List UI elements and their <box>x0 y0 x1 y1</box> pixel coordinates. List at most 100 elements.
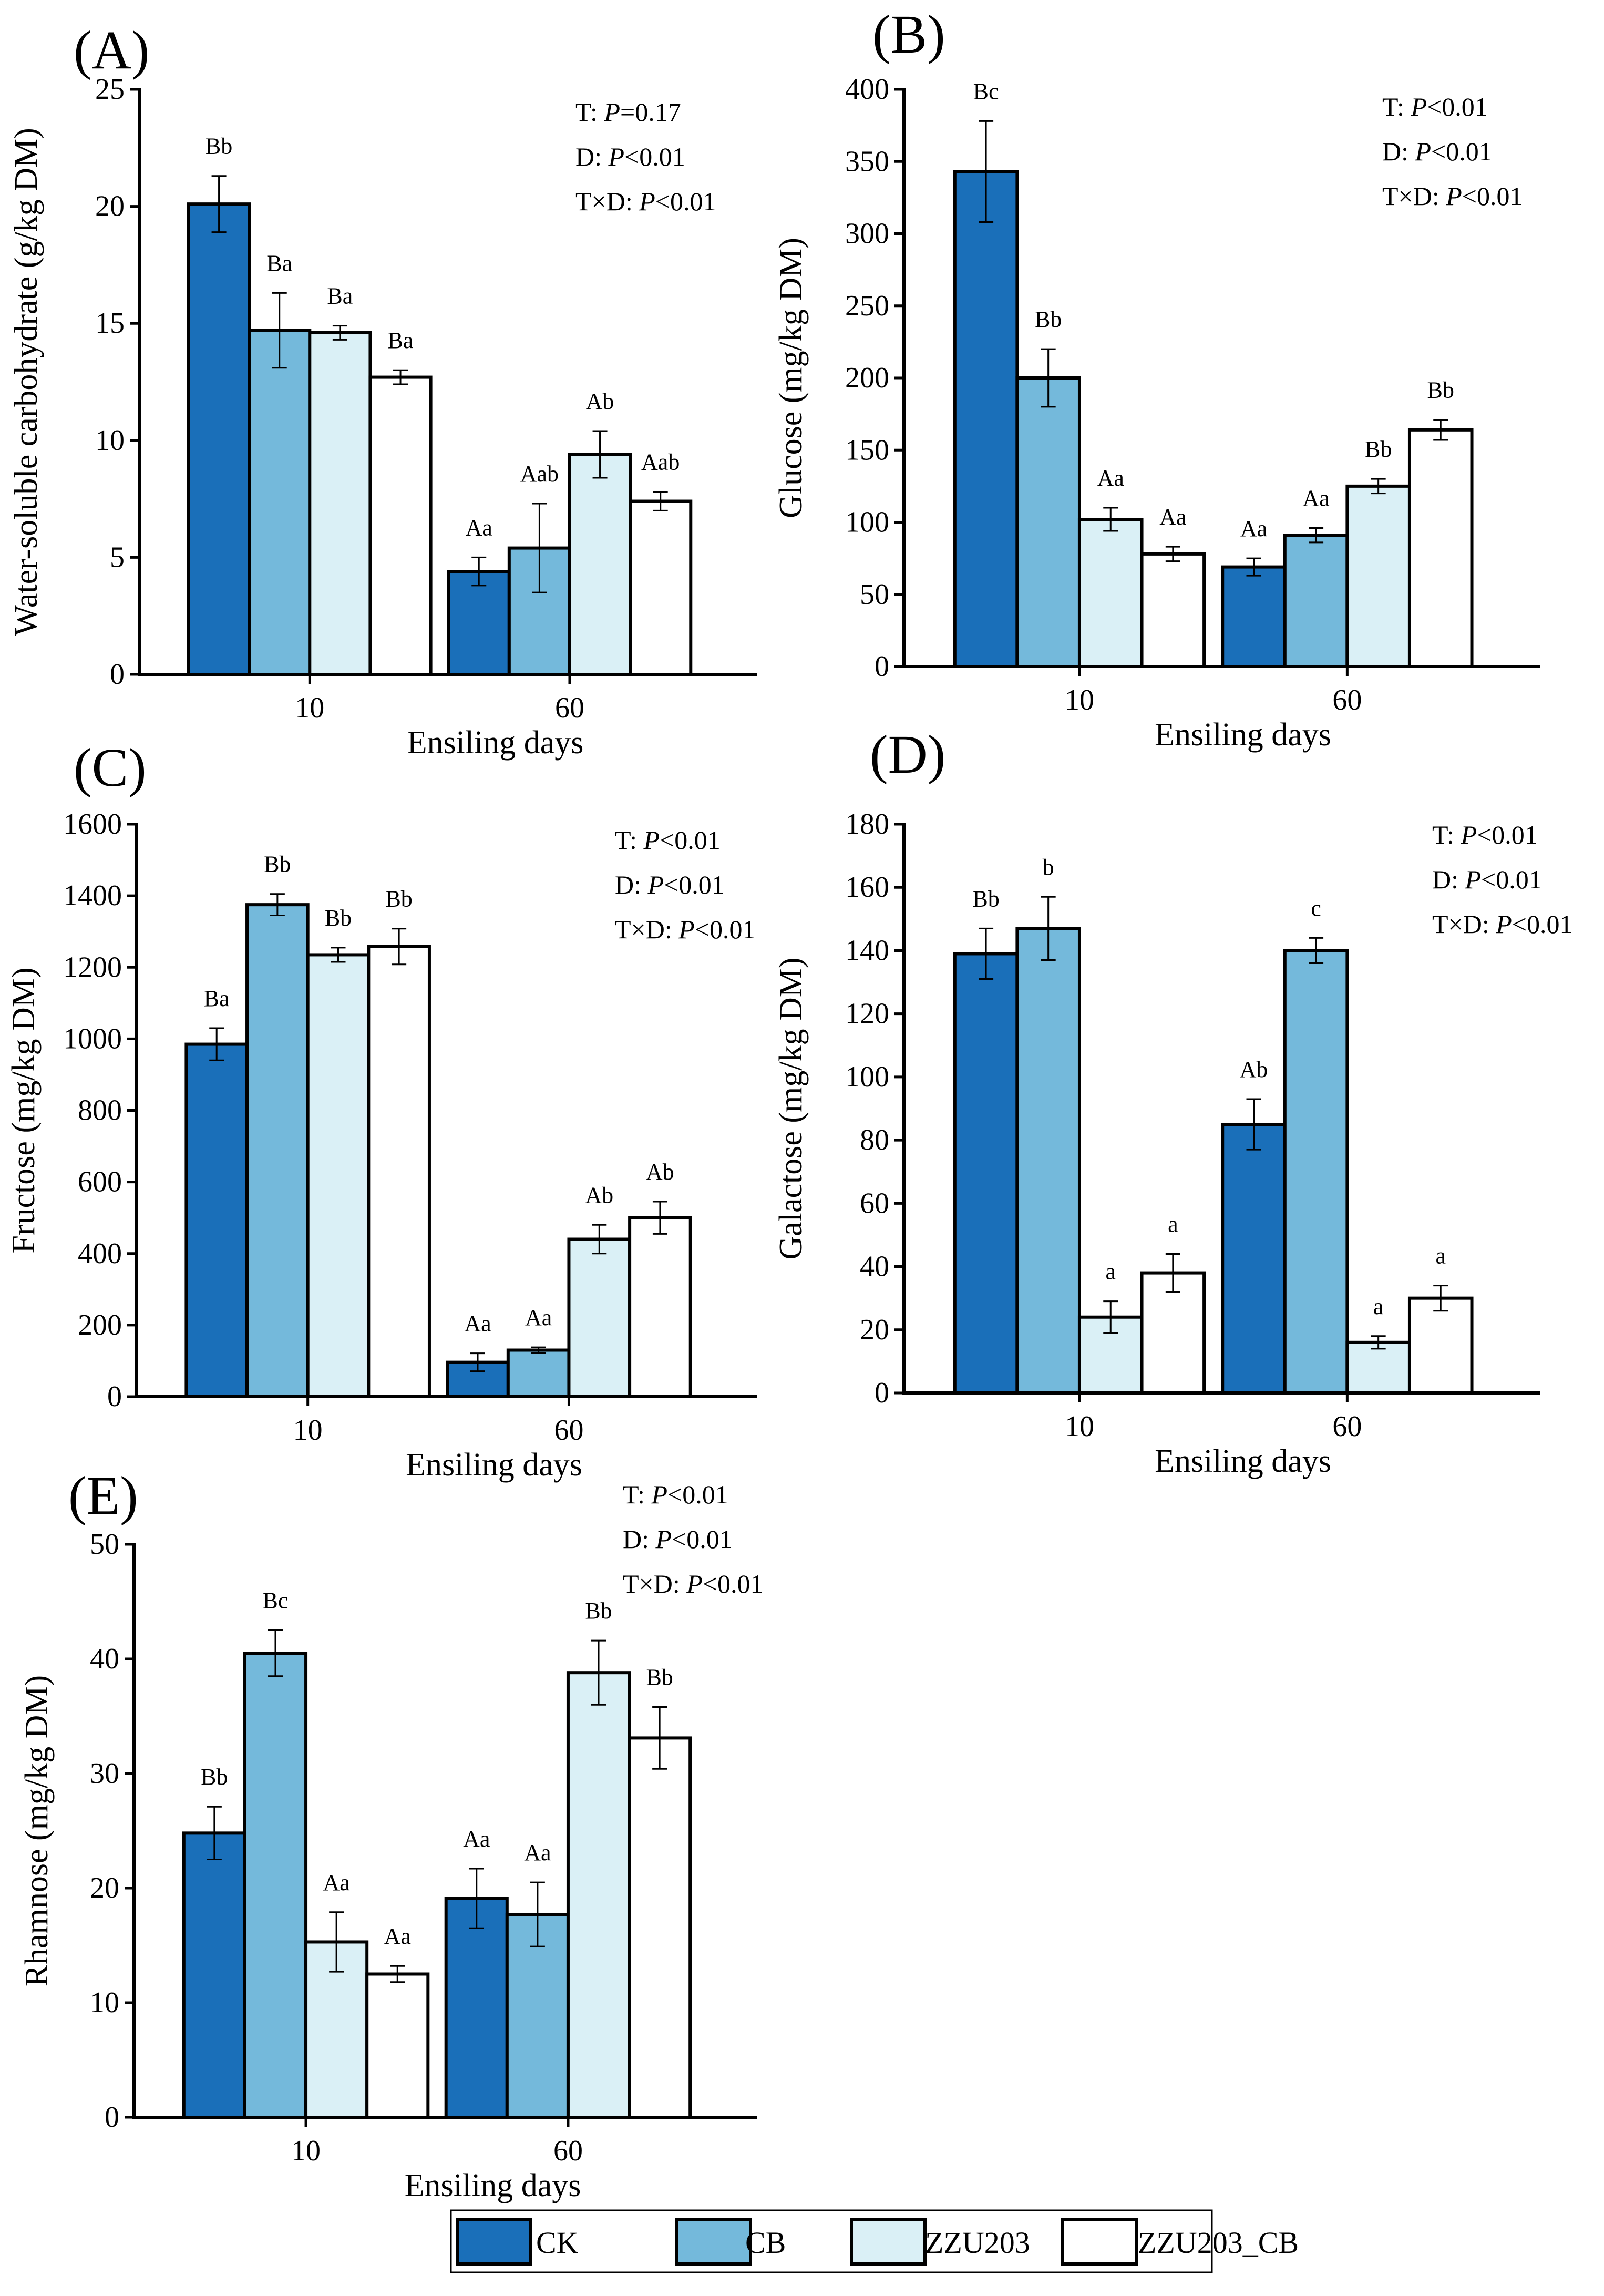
panel-label: (B) <box>872 4 945 65</box>
y-tick-label: 100 <box>845 506 889 539</box>
y-tick-label: 200 <box>78 1309 122 1341</box>
bar <box>365 1972 430 2119</box>
stat-value: <0.01 <box>667 1480 728 1509</box>
panel-label: (E) <box>68 1465 138 1526</box>
stat-annotation: T×D: P<0.01 <box>615 915 756 944</box>
legend-swatch <box>675 2218 752 2266</box>
stat-prefix: D: <box>575 142 609 171</box>
stat-prefix: T×D: <box>1432 909 1496 939</box>
bar <box>368 375 433 676</box>
legend: CK CB ZZU203 ZZU203_CB <box>450 2209 1299 2273</box>
bar <box>629 499 693 676</box>
stat-annotation: T×D: P<0.01 <box>575 187 716 216</box>
significance-label: Ab <box>1240 1057 1268 1082</box>
y-tick-label: 40 <box>90 1643 119 1675</box>
stat-value: =0.17 <box>620 97 681 127</box>
y-axis-title: Water-soluble carbohydrate (g/kg DM) <box>8 128 44 636</box>
significance-label: Bb <box>264 852 291 877</box>
bar <box>568 453 632 676</box>
bar <box>248 329 312 676</box>
stat-prefix: T: <box>1432 820 1461 849</box>
bar <box>1015 376 1081 668</box>
significance-label: c <box>1311 895 1321 921</box>
bar <box>506 1348 571 1399</box>
stat-p-symbol: P <box>639 187 655 216</box>
y-tick-label: 40 <box>860 1250 889 1283</box>
significance-label: Aa <box>384 1923 411 1949</box>
stat-p-symbol: P <box>643 825 660 855</box>
bar <box>1140 552 1206 669</box>
x-tick-label: 10 <box>1065 684 1094 716</box>
stat-annotation: T: P=0.17 <box>575 97 681 127</box>
stat-prefix: T×D: <box>615 915 678 944</box>
stat-p-symbol: P <box>651 1480 667 1509</box>
bar <box>367 945 431 1399</box>
y-axis-title: Galactose (mg/kg DM) <box>773 957 809 1259</box>
significance-label: Aa <box>466 515 492 540</box>
stat-prefix: D: <box>1382 137 1415 166</box>
bar <box>628 1216 692 1398</box>
stat-value: <0.01 <box>1477 820 1538 849</box>
y-tick-label: 1400 <box>63 879 122 912</box>
bar <box>182 1831 246 2119</box>
legend-swatch <box>456 2218 532 2266</box>
legend-label: CB <box>745 2226 786 2260</box>
bar <box>567 1237 632 1398</box>
significance-label: Aab <box>641 449 680 475</box>
stat-p-symbol: P <box>603 97 620 127</box>
significance-label: Aa <box>524 1840 551 1866</box>
stat-p-symbol: P <box>678 915 695 944</box>
y-tick-label: 160 <box>845 871 889 904</box>
bar <box>953 952 1019 1395</box>
significance-label: Bb <box>646 1665 673 1690</box>
stat-p-symbol: P <box>647 870 664 899</box>
bar <box>1407 428 1474 668</box>
y-tick-label: 15 <box>95 307 125 340</box>
y-tick-label: 50 <box>90 1528 119 1561</box>
significance-label: a <box>1373 1294 1384 1319</box>
panel-label: (C) <box>74 737 147 798</box>
y-tick-label: 0 <box>875 1377 889 1409</box>
stat-value: <0.01 <box>1427 92 1488 121</box>
stat-annotation: T×D: P<0.01 <box>1382 181 1523 211</box>
significance-label: Ba <box>327 283 353 309</box>
stat-value: <0.01 <box>1462 181 1523 211</box>
stat-prefix: T×D: <box>1382 181 1446 211</box>
bar <box>1221 565 1287 668</box>
y-tick-label: 50 <box>860 578 889 611</box>
significance-label: Aa <box>1302 485 1329 511</box>
y-tick-label: 250 <box>845 290 889 322</box>
x-tick-label: 10 <box>291 2135 321 2167</box>
y-tick-label: 60 <box>860 1187 889 1219</box>
significance-label: Aab <box>520 461 559 487</box>
significance-label: a <box>1435 1243 1446 1269</box>
bar <box>1015 927 1081 1395</box>
y-tick-label: 300 <box>845 218 889 250</box>
significance-label: Bb <box>325 905 352 931</box>
chart-panels: (A) 0 5 10 15 20 25 Water-soluble carbohydrate … <box>6 4 1573 2203</box>
y-tick-label: 0 <box>107 1380 122 1413</box>
stat-value: <0.01 <box>672 1524 733 1554</box>
bar <box>1140 1271 1206 1395</box>
bar <box>1407 1296 1474 1395</box>
stat-p-symbol: P <box>1445 181 1462 211</box>
x-tick-label: 10 <box>295 692 324 724</box>
significance-label: Bb <box>1427 377 1454 403</box>
legend-label: ZZU203_CB <box>1138 2226 1299 2260</box>
y-tick-label: 140 <box>845 934 889 967</box>
stat-prefix: T: <box>623 1480 651 1509</box>
significance-label: Ba <box>204 986 230 1011</box>
bar <box>1077 518 1144 668</box>
legend-swatch <box>850 2218 927 2266</box>
y-tick-label: 400 <box>845 73 889 106</box>
chart-panel: (D) 0 20 40 60 80 100 120 140 160 180 Galactose (mg… <box>773 724 1573 1479</box>
y-axis-title: Fructose (mg/kg DM) <box>6 967 42 1253</box>
y-tick-label: 10 <box>95 424 125 457</box>
significance-label: Aa <box>525 1305 552 1330</box>
bar <box>447 570 511 676</box>
y-tick-label: 20 <box>90 1872 119 1904</box>
stat-value: <0.01 <box>695 915 756 944</box>
bar <box>184 1042 249 1398</box>
significance-label: a <box>1105 1259 1116 1285</box>
